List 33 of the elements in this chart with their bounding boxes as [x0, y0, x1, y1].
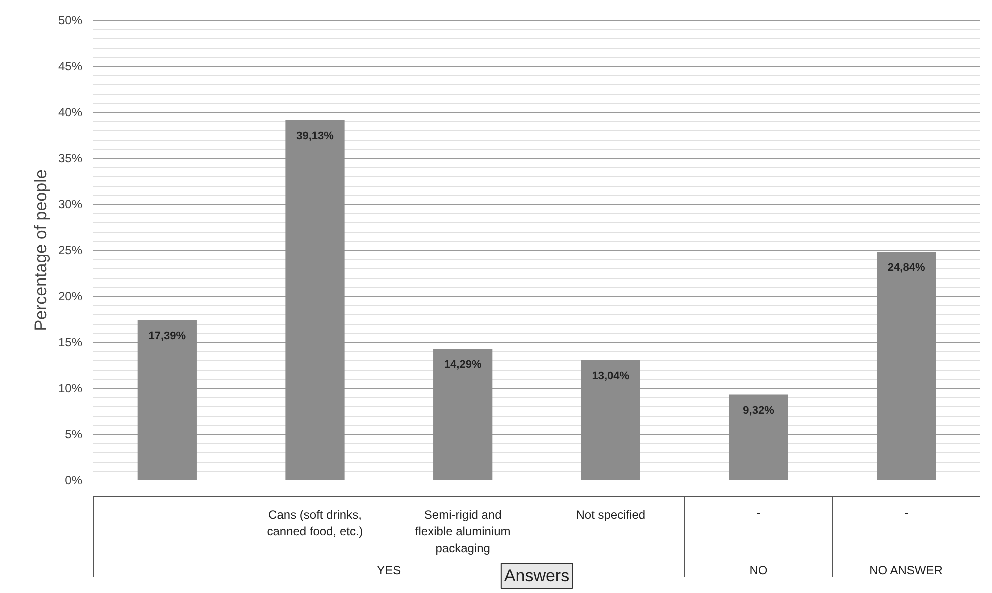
data-label: 14,29% — [444, 359, 482, 372]
x-tick-label: Cans (soft drinks, canned food, etc.) — [267, 508, 364, 539]
bar — [729, 394, 788, 480]
y-tick-label: 50% — [58, 14, 83, 28]
data-label: 39,13% — [296, 130, 334, 143]
x-tick-label: - — [756, 506, 761, 520]
y-tick-label: 20% — [58, 290, 83, 304]
x-axis-title: Answers — [504, 566, 570, 586]
y-tick-label: 30% — [58, 198, 83, 212]
data-label: 17,39% — [148, 330, 186, 343]
y-axis-title: Percentage of people — [31, 170, 50, 332]
bar — [138, 320, 197, 480]
data-label: 13,04% — [592, 370, 630, 383]
y-tick-label: 15% — [58, 336, 83, 350]
y-tick-label: 35% — [58, 152, 83, 166]
text: NO — [750, 564, 768, 578]
text: YES — [377, 564, 402, 578]
x-tick-label: Not specified — [576, 508, 646, 522]
data-label: 9,32% — [743, 404, 775, 417]
bar — [877, 252, 936, 480]
x-tick-label: Semi-rigid and flexible aluminium packaging — [415, 508, 511, 556]
bar — [286, 120, 345, 480]
y-tick-label: 5% — [65, 428, 83, 442]
y-tick-label: 25% — [58, 244, 83, 258]
text: NO ANSWER — [870, 564, 944, 578]
x-tick-label: - — [904, 506, 909, 520]
y-tick-label: 0% — [65, 474, 83, 488]
y-tick-label: 45% — [58, 60, 83, 74]
data-label: 24,84% — [888, 262, 926, 274]
bar — [581, 360, 640, 480]
y-tick-label: 40% — [58, 106, 83, 120]
bar — [434, 349, 493, 480]
y-tick-label: 10% — [58, 382, 83, 396]
